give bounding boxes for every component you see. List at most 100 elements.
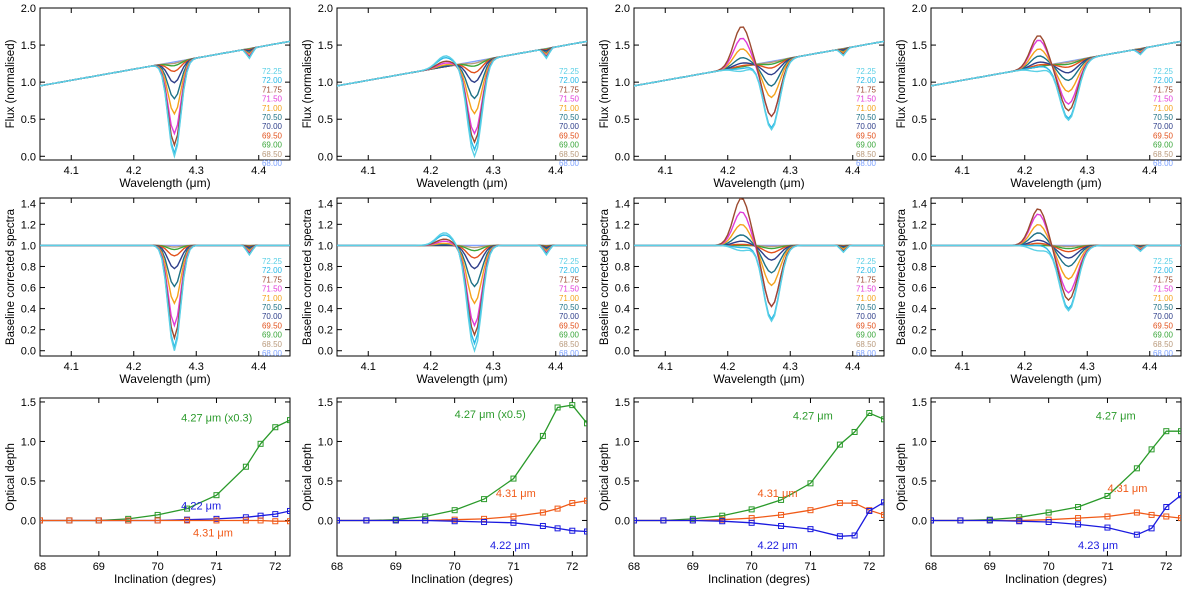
y-axis-label: Flux (normalised) [896,39,908,128]
y-tick-label: 1.0 [318,77,333,89]
data-point [778,511,785,518]
data-point [213,517,220,524]
y-tick-label: 0.5 [21,476,36,488]
plot-area [931,35,1181,122]
y-tick-label: 1.0 [912,240,927,252]
legend-entry: 70.50 [262,303,283,312]
x-tick-label: 70 [449,561,461,573]
y-axis-label: Baseline corrected spectra [5,208,17,345]
series-annotation: 4.22 μm [490,540,530,552]
data-point [287,507,290,514]
data-point [481,496,488,503]
legend-entry: 71.00 [856,104,877,113]
y-tick-label: 1.0 [318,436,333,448]
legend-entry: 68.00 [559,349,580,358]
plot-area [634,26,884,132]
data-point [1075,504,1082,511]
data-point [584,420,587,427]
legend-entry: 71.50 [856,95,877,104]
x-axis-label: Wavelength (μm) [416,176,507,190]
legend-entry: 68.50 [559,340,580,349]
legend-entry: 71.00 [262,294,283,303]
legend-entry: 72.25 [856,257,877,266]
panel-baseline-2: 4.1 4.2 4.3 4.4 0.0 0.2 0.4 0.6 0.8 1.0 1.2 1.4 Wave… [302,197,588,386]
x-tick-label: 4.3 [486,165,501,177]
data-point [881,499,884,506]
y-tick-label: 2.0 [912,3,927,15]
legend-entry: 69.50 [1153,321,1174,330]
y-axis-label: Flux (normalised) [599,39,611,128]
legend-entry: 68.50 [262,340,283,349]
data-point [272,511,279,518]
x-tick-label: 4.3 [783,361,798,373]
series-annotation: 4.23 μm [1078,540,1118,552]
legend-entry: 68.50 [559,150,580,159]
x-axis-label: Inclination (degres) [1005,572,1107,586]
data-point [719,512,726,519]
data-point [719,518,726,525]
data-point [451,518,458,525]
y-tick-label: 1.5 [318,40,333,52]
x-tick-label: 4.1 [361,361,376,373]
x-axis-label: Wavelength (μm) [119,176,210,190]
legend-entry: 71.50 [1153,285,1174,294]
legend-entry: 68.00 [1153,349,1174,358]
plot-frame [930,197,1182,357]
data-point [257,517,264,524]
legend-entry: 71.75 [1153,85,1174,94]
y-axis-label: Optical depth [302,443,314,511]
y-tick-label: 1.4 [615,198,630,210]
legend-entry: 71.00 [1153,104,1174,113]
data-point [539,522,546,529]
legend-entry: 72.00 [1153,266,1174,275]
series-line-2 [40,519,290,522]
data-point [807,507,814,514]
legend-entry: 71.75 [262,85,283,94]
legend-entry: 71.00 [559,294,580,303]
legend-entry: 71.00 [1153,294,1174,303]
x-tick-label: 4.1 [361,165,376,177]
spectrum-line-71-00 [337,242,587,305]
series-line-2 [634,501,884,537]
y-tick-label: 0.0 [912,515,927,527]
legend-entry: 69.50 [559,131,580,140]
data-point [1163,504,1170,511]
data-point [337,517,340,524]
legend-entry: 70.00 [559,312,580,321]
legend-entry: 68.50 [1153,150,1174,159]
y-tick-label: 0.0 [21,515,36,527]
data-point [1163,513,1170,520]
y-tick-label: 1.5 [21,40,36,52]
plot-frame [336,397,588,557]
series-annotation: 4.27 μm [793,410,833,422]
data-point [257,440,264,447]
y-tick-label: 1.5 [615,397,630,409]
x-tick-label: 72 [1160,561,1172,573]
y-tick-label: 1.0 [615,240,630,252]
legend-entry: 70.50 [856,303,877,312]
x-tick-label: 4.3 [1080,165,1095,177]
x-tick-label: 70 [1043,561,1055,573]
legend-entry: 71.50 [262,95,283,104]
x-tick-label: 72 [269,561,281,573]
data-point [851,428,858,435]
data-point [125,517,132,524]
legend-entry: 69.00 [559,141,580,150]
x-tick-label: 4.4 [548,361,563,373]
legend-entry: 71.00 [559,104,580,113]
legend-entry: 69.50 [559,321,580,330]
data-point [1133,465,1140,472]
data-point [634,517,637,524]
series-line-1 [931,511,1181,522]
legend-entry: 69.50 [1153,131,1174,140]
panel-baseline-4: 4.1 4.2 4.3 4.4 0.0 0.2 0.4 0.6 0.8 1.0 1.2 1.4 Wave… [896,197,1182,386]
y-tick-label: 0.6 [21,283,36,295]
data-point [1016,518,1023,525]
x-tick-label: 71 [210,561,222,573]
x-axis-label: Wavelength (μm) [119,372,210,386]
y-tick-label: 1.5 [912,397,927,409]
y-axis-label: Optical depth [599,443,611,511]
x-tick-label: 68 [34,561,46,573]
data-point [1148,511,1155,518]
legend-entry: 69.00 [856,331,877,340]
